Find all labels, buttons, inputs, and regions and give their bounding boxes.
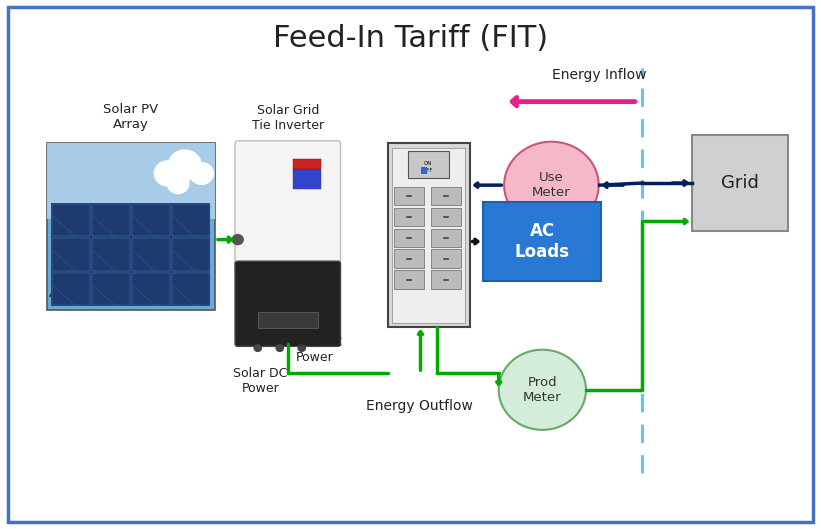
Text: Energy Inflow: Energy Inflow xyxy=(552,68,646,82)
FancyBboxPatch shape xyxy=(172,238,209,271)
FancyBboxPatch shape xyxy=(258,312,318,328)
Text: Solar DC
Power: Solar DC Power xyxy=(233,368,287,396)
Text: Solar Grid
Tie Inverter: Solar Grid Tie Inverter xyxy=(252,104,323,132)
FancyBboxPatch shape xyxy=(484,202,602,281)
Text: Use
Meter: Use Meter xyxy=(532,171,571,199)
Text: Energy Outflow: Energy Outflow xyxy=(366,399,473,414)
FancyBboxPatch shape xyxy=(172,204,209,236)
FancyBboxPatch shape xyxy=(92,204,130,236)
Circle shape xyxy=(504,142,599,229)
FancyBboxPatch shape xyxy=(293,159,321,169)
FancyBboxPatch shape xyxy=(392,148,465,323)
FancyBboxPatch shape xyxy=(394,229,424,247)
Polygon shape xyxy=(63,277,81,289)
Circle shape xyxy=(298,345,305,351)
FancyBboxPatch shape xyxy=(52,203,210,306)
FancyBboxPatch shape xyxy=(394,250,424,268)
FancyBboxPatch shape xyxy=(388,143,470,327)
FancyBboxPatch shape xyxy=(92,272,130,305)
Circle shape xyxy=(168,150,201,180)
FancyBboxPatch shape xyxy=(293,169,321,189)
FancyBboxPatch shape xyxy=(394,208,424,226)
FancyBboxPatch shape xyxy=(132,204,170,236)
Text: AC
Loads: AC Loads xyxy=(515,222,570,261)
FancyBboxPatch shape xyxy=(394,187,424,205)
FancyBboxPatch shape xyxy=(692,135,788,231)
FancyBboxPatch shape xyxy=(235,261,341,346)
FancyBboxPatch shape xyxy=(132,238,170,271)
FancyBboxPatch shape xyxy=(235,141,341,270)
Text: OFF: OFF xyxy=(423,168,433,174)
FancyBboxPatch shape xyxy=(132,272,170,305)
FancyBboxPatch shape xyxy=(172,272,209,305)
FancyBboxPatch shape xyxy=(431,208,461,226)
Circle shape xyxy=(167,174,189,194)
FancyBboxPatch shape xyxy=(431,250,461,268)
Text: Solar PV
Array: Solar PV Array xyxy=(103,103,158,131)
Polygon shape xyxy=(49,281,71,296)
Text: Grid: Grid xyxy=(721,174,759,192)
Circle shape xyxy=(255,345,261,351)
FancyBboxPatch shape xyxy=(431,187,461,205)
FancyBboxPatch shape xyxy=(431,229,461,247)
Text: ON: ON xyxy=(424,161,433,166)
FancyBboxPatch shape xyxy=(394,270,424,289)
FancyBboxPatch shape xyxy=(53,204,90,236)
FancyBboxPatch shape xyxy=(53,238,90,271)
Text: Solar AC
Power: Solar AC Power xyxy=(288,336,342,364)
Circle shape xyxy=(498,350,586,430)
FancyBboxPatch shape xyxy=(420,167,427,174)
Circle shape xyxy=(232,234,243,244)
Circle shape xyxy=(276,345,283,351)
Circle shape xyxy=(154,161,181,186)
FancyBboxPatch shape xyxy=(47,143,215,311)
Text: Prod
Meter: Prod Meter xyxy=(523,376,562,404)
FancyBboxPatch shape xyxy=(408,151,449,178)
FancyBboxPatch shape xyxy=(53,272,90,305)
FancyBboxPatch shape xyxy=(92,238,130,271)
Circle shape xyxy=(190,162,213,184)
Text: Feed-In Tariff (FIT): Feed-In Tariff (FIT) xyxy=(273,24,548,53)
FancyBboxPatch shape xyxy=(47,143,215,218)
FancyBboxPatch shape xyxy=(7,7,814,522)
FancyBboxPatch shape xyxy=(431,270,461,289)
